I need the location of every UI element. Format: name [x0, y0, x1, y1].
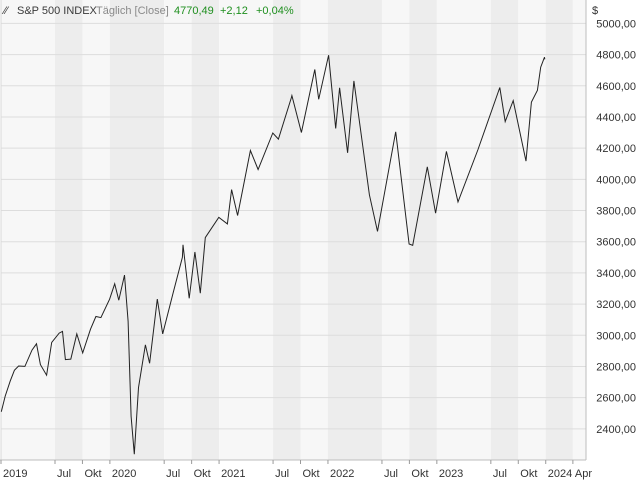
- y-tick-label: 4200,00: [596, 143, 636, 155]
- period-band: [381, 0, 410, 460]
- period-band: [327, 0, 382, 460]
- x-tick-label: 2019: [3, 468, 27, 480]
- period-band: [572, 0, 586, 460]
- chart-type-icon: ⁄⁄: [1, 5, 10, 17]
- price-change: +2,12: [220, 5, 248, 17]
- x-tick-label: 2023: [439, 468, 463, 480]
- period-band: [490, 0, 519, 460]
- x-tick-label: 2021: [221, 468, 245, 480]
- x-tick-label: Apr: [575, 468, 592, 480]
- y-tick-label: 2800,00: [596, 361, 636, 373]
- price-change-pct: +0,04%: [256, 5, 294, 17]
- period-band: [273, 0, 301, 460]
- period-band: [545, 0, 573, 460]
- x-tick-label: 2024: [548, 468, 572, 480]
- period-band: [409, 0, 437, 460]
- x-tick-label: Jul: [493, 468, 507, 480]
- interval-label: Täglich [Close]: [96, 5, 169, 17]
- period-band: [518, 0, 546, 460]
- x-axis-labels: 2019 Jul Okt 2020 Jul Okt 2021 Jul Okt 2022 Jul Okt…: [0, 460, 592, 480]
- y-tick-label: 3600,00: [596, 237, 636, 249]
- period-band: [82, 0, 110, 460]
- x-tick-label: Jul: [166, 468, 180, 480]
- y-tick-label: 3200,00: [596, 299, 636, 311]
- x-tick-label: 2022: [330, 468, 354, 480]
- period-band: [1, 0, 55, 460]
- chart-header: ⁄⁄ S&P 500 INDEX Täglich [Close] 4770,49…: [1, 5, 294, 17]
- y-tick-label: 2600,00: [596, 393, 636, 405]
- period-band: [300, 0, 328, 460]
- x-tick-label: Jul: [275, 468, 289, 480]
- period-bands: [1, 0, 586, 460]
- period-band: [109, 0, 165, 460]
- y-tick-label: 3800,00: [596, 206, 636, 218]
- period-band: [54, 0, 83, 460]
- y-tick-label: 2400,00: [596, 424, 636, 436]
- y-tick-label: 3000,00: [596, 330, 636, 342]
- y-tick-label: 3400,00: [596, 268, 636, 280]
- x-tick-label: Jul: [384, 468, 398, 480]
- period-band: [164, 0, 192, 460]
- x-tick-label: Okt: [411, 468, 428, 480]
- grid-lines: [1, 22, 586, 430]
- symbol-label: S&P 500 INDEX: [17, 5, 98, 17]
- x-tick-label: 2020: [112, 468, 136, 480]
- x-tick-label: Okt: [303, 468, 320, 480]
- x-tick-label: Okt: [520, 468, 537, 480]
- y-axis-labels: 2400,00 2600,00 2800,00 3000,00 3200,00 3400,…: [596, 18, 636, 435]
- y-tick-label: 4400,00: [596, 112, 636, 124]
- y-tick-label: 4600,00: [596, 81, 636, 93]
- last-price: 4770,49: [174, 5, 214, 17]
- y-tick-label: 4800,00: [596, 50, 636, 62]
- x-tick-label: Jul: [57, 468, 71, 480]
- x-tick-label: Okt: [84, 468, 101, 480]
- price-line: [0, 55, 546, 455]
- y-tick-label: 4000,00: [596, 174, 636, 186]
- currency-unit: $: [592, 5, 598, 17]
- y-tick-label: 5000,00: [596, 18, 636, 30]
- period-band: [191, 0, 220, 460]
- period-band: [436, 0, 491, 460]
- x-tick-label: Okt: [194, 468, 211, 480]
- period-band: [219, 0, 274, 460]
